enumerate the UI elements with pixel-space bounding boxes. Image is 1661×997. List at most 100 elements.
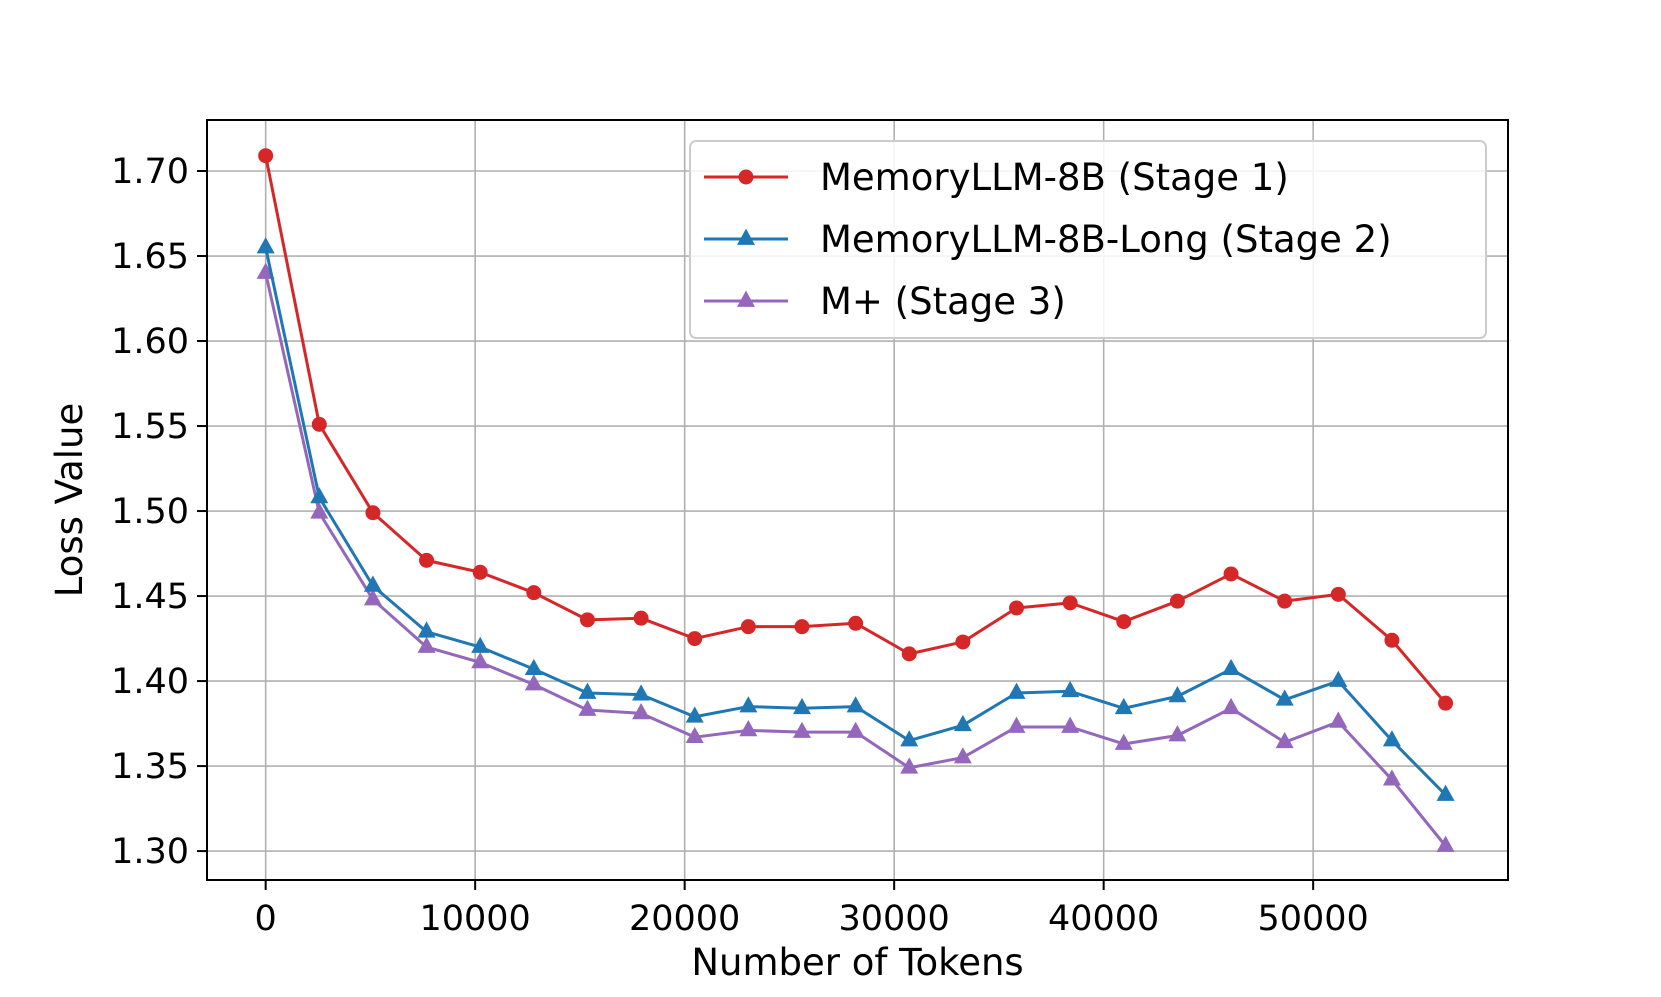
data-point <box>1169 593 1185 609</box>
y-tick-label: 1.50 <box>111 492 189 532</box>
x-axis-label: Number of Tokens <box>691 941 1023 984</box>
data-point <box>632 684 651 701</box>
data-point <box>1007 682 1026 699</box>
data-point <box>1436 835 1455 852</box>
data-point <box>685 726 704 744</box>
data-point <box>1329 711 1348 728</box>
y-tick-label: 1.35 <box>111 747 189 787</box>
data-point <box>900 757 919 774</box>
series-layer <box>256 148 1455 852</box>
legend-swatch-marker <box>738 169 754 185</box>
data-point <box>953 714 972 732</box>
legend-items: MemoryLLM-8B (Stage 1) MemoryLLM-8B-Long … <box>704 156 1392 323</box>
legend-entry: MemoryLLM-8B-Long (Stage 2) <box>704 218 1392 261</box>
data-point <box>1382 769 1401 786</box>
data-point <box>1275 731 1294 749</box>
y-tick-label: 1.70 <box>111 152 189 192</box>
x-tick-label: 40000 <box>1048 899 1159 939</box>
data-point <box>1384 632 1400 648</box>
y-axis-label: Loss Value <box>48 403 91 598</box>
y-tick-label: 1.30 <box>111 832 189 872</box>
data-point <box>1223 566 1239 582</box>
x-tick-label: 30000 <box>838 899 949 939</box>
data-point <box>363 589 382 606</box>
data-point <box>578 682 597 699</box>
data-point <box>258 148 274 164</box>
data-point <box>687 631 703 647</box>
y-tick-label: 1.45 <box>111 577 189 617</box>
data-point <box>1116 614 1132 630</box>
data-point <box>792 697 811 715</box>
legend: MemoryLLM-8B (Stage 1) MemoryLLM-8B-Long … <box>689 140 1487 339</box>
legend-swatch-marker <box>737 228 755 245</box>
data-point <box>632 703 651 720</box>
data-point <box>1061 716 1080 733</box>
data-point <box>471 636 490 653</box>
data-point <box>524 674 543 691</box>
data-point <box>901 646 917 662</box>
legend-box <box>689 140 1487 339</box>
data-point <box>579 612 595 628</box>
legend-label: MemoryLLM-8B-Long (Stage 2) <box>820 218 1392 261</box>
axis-ticks: 0 10000 20000 30000 40000 50000 1.30 1.35 1.40 1.… <box>111 152 1369 939</box>
x-tick-label: 10000 <box>419 899 530 939</box>
series-memoryllm-8b-stage-1 <box>258 148 1454 711</box>
data-point <box>578 699 597 716</box>
data-point <box>1061 680 1080 698</box>
data-point <box>740 619 756 635</box>
data-point <box>1330 586 1346 602</box>
data-point <box>471 652 490 669</box>
legend-entry: M+ (Stage 3) <box>704 280 1066 323</box>
data-point <box>1277 593 1293 609</box>
data-point <box>1007 716 1026 733</box>
data-point <box>1114 697 1133 715</box>
data-point <box>524 658 543 676</box>
data-point <box>846 696 865 713</box>
data-point <box>739 720 758 737</box>
data-point <box>1062 595 1078 611</box>
data-point <box>1222 697 1241 715</box>
y-tick-label: 1.40 <box>111 662 189 702</box>
data-point <box>365 505 381 521</box>
data-point <box>363 575 382 592</box>
x-tick-label: 0 <box>255 899 277 939</box>
data-point <box>953 747 972 764</box>
data-point <box>633 610 649 626</box>
data-point <box>1114 733 1133 750</box>
data-point <box>685 706 704 723</box>
series-line <box>264 272 1447 847</box>
data-point <box>310 487 329 504</box>
data-point <box>1222 658 1241 676</box>
data-point <box>472 564 488 580</box>
series-memoryllm-8b-long-stage-2 <box>256 237 1455 801</box>
legend-label: M+ (Stage 3) <box>820 280 1066 323</box>
plot-frame <box>206 119 1509 881</box>
y-tick-label: 1.60 <box>111 322 189 362</box>
legend-swatch-marker <box>737 290 755 307</box>
series-m-stage-3 <box>256 262 1455 852</box>
data-point <box>1275 689 1294 706</box>
data-point <box>955 634 971 650</box>
data-point <box>256 237 275 254</box>
data-point <box>1168 686 1187 703</box>
data-point <box>417 636 436 653</box>
data-point <box>419 552 435 568</box>
legend-label: MemoryLLM-8B (Stage 1) <box>820 156 1289 199</box>
x-tick-label: 20000 <box>629 899 740 939</box>
data-point <box>846 721 865 738</box>
data-point <box>1436 784 1455 801</box>
data-point <box>739 696 758 713</box>
data-point <box>311 416 327 432</box>
data-point <box>794 619 810 635</box>
data-point <box>310 502 329 519</box>
data-point <box>1168 725 1187 742</box>
x-tick-label: 50000 <box>1257 899 1368 939</box>
data-point <box>1382 730 1401 747</box>
data-point <box>848 615 864 631</box>
legend-entry: MemoryLLM-8B (Stage 1) <box>704 156 1289 199</box>
y-tick-label: 1.55 <box>111 407 189 447</box>
data-point <box>900 730 919 747</box>
y-tick-label: 1.65 <box>111 237 189 277</box>
